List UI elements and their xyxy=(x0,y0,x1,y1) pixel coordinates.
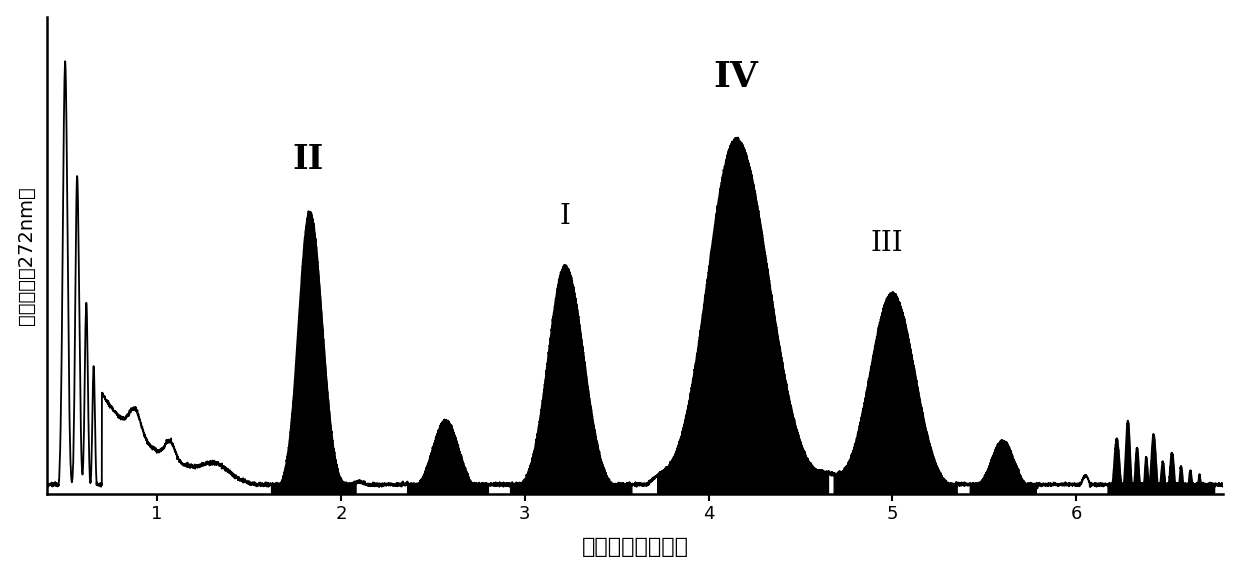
Text: IV: IV xyxy=(714,60,759,94)
Text: III: III xyxy=(870,230,903,257)
Text: I: I xyxy=(559,203,570,230)
X-axis label: 分离时间（小时）: 分离时间（小时） xyxy=(582,537,688,557)
Text: II: II xyxy=(293,143,324,176)
Y-axis label: 检测波长（272nm）: 检测波长（272nm） xyxy=(16,186,36,324)
